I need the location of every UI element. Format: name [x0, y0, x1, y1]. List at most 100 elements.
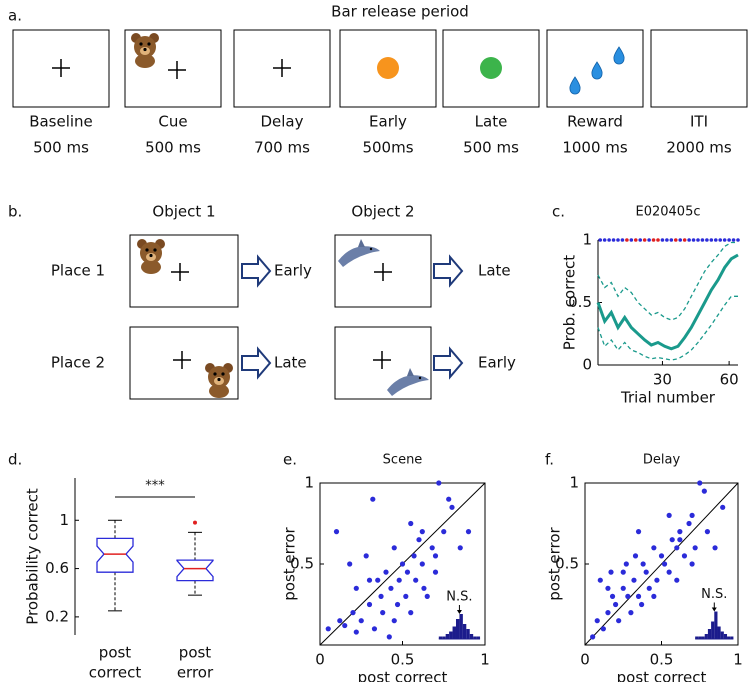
point: [380, 610, 386, 616]
stimulus-frame: [334, 326, 432, 400]
arrow: [241, 348, 271, 378]
trial-marker: [718, 238, 723, 242]
point: [353, 585, 359, 591]
point: [411, 553, 417, 559]
point: [609, 593, 616, 600]
point: [628, 610, 634, 616]
point: [432, 553, 439, 559]
point: [632, 553, 639, 559]
inset-bar: [723, 634, 728, 639]
point: [643, 569, 649, 575]
point: [408, 520, 414, 527]
x-axis-label: post correct: [617, 669, 707, 682]
inset-bar: [698, 636, 702, 639]
point: [363, 553, 369, 559]
point: [391, 618, 397, 624]
point: [388, 585, 394, 591]
y-tick-label: 0.5: [568, 293, 592, 311]
panel-label: f.: [545, 451, 554, 469]
panel-label: a.: [8, 7, 22, 25]
point: [404, 569, 411, 575]
inset-bar: [711, 621, 715, 639]
x-axis-label: post correct: [358, 669, 448, 682]
point: [419, 561, 425, 567]
trial-marker: [620, 238, 625, 242]
point: [620, 569, 626, 575]
inset-bar: [701, 636, 705, 639]
point: [366, 577, 373, 583]
frame-label: Early: [369, 113, 407, 131]
point: [394, 601, 401, 608]
inset-arrowhead: [456, 610, 462, 614]
trial-marker: [656, 238, 660, 242]
inset-bar: [476, 636, 481, 639]
inset-bar: [459, 614, 463, 639]
bear-icon: [131, 33, 159, 68]
point: [391, 545, 397, 551]
y-tick-label: 1: [569, 474, 579, 492]
frame-duration: 700 ms: [254, 139, 310, 157]
trial-marker: [611, 238, 616, 242]
point: [594, 618, 600, 624]
y-tick-label: 0: [582, 356, 592, 374]
trial-marker: [673, 238, 678, 242]
point: [712, 545, 718, 551]
confidence-line: [597, 241, 738, 321]
reward-drop: [613, 46, 625, 65]
x-tick-label: 0.5: [391, 651, 415, 669]
inset-bar: [462, 624, 467, 639]
frame-label: Reward: [567, 113, 623, 131]
point: [666, 569, 672, 575]
frame-label: Cue: [158, 113, 187, 131]
trial-marker: [607, 238, 611, 242]
panel-label: c.: [552, 203, 565, 221]
inset-bar: [727, 636, 731, 639]
x-tick-label: correct: [89, 664, 142, 682]
trial-marker: [669, 238, 674, 242]
point: [342, 622, 348, 629]
trial-marker: [682, 238, 687, 242]
stimulus-frame: [650, 29, 748, 108]
point: [620, 585, 626, 591]
point: [378, 593, 384, 600]
trial-marker: [678, 238, 683, 242]
inset-bar: [695, 636, 699, 639]
trial-marker: [727, 238, 731, 242]
point: [658, 553, 665, 559]
late-cue-dot: [480, 57, 502, 79]
point: [383, 569, 389, 575]
panel-label: b.: [8, 203, 22, 221]
y-tick-label: 1: [59, 511, 69, 529]
panel-label: e.: [283, 451, 297, 469]
point: [465, 529, 472, 535]
x-tick-label: post: [99, 644, 132, 662]
point: [674, 545, 680, 551]
point: [419, 529, 425, 535]
inset-bar: [455, 619, 460, 639]
inset-bar: [445, 634, 450, 639]
point: [432, 569, 439, 575]
box: [176, 559, 214, 582]
point: [613, 601, 619, 608]
trial-marker: [709, 238, 714, 242]
trial-marker: [665, 238, 669, 242]
frame-duration: 2000 ms: [666, 139, 732, 157]
point: [640, 561, 646, 567]
trial-marker: [660, 238, 665, 242]
stimulus-frame: [339, 29, 437, 108]
y-tick-label: 0.6: [45, 559, 69, 577]
panel-title: Bar release period: [331, 3, 469, 21]
x-tick-label: error: [177, 664, 214, 682]
point: [605, 610, 611, 616]
reward-drop: [569, 76, 581, 95]
inset-bar: [707, 629, 712, 639]
point: [701, 488, 707, 494]
chart-title: Delay: [643, 453, 681, 468]
inset-bar: [714, 611, 718, 639]
y-axis-label: Probability correct: [24, 488, 42, 625]
inset-bar: [730, 636, 734, 639]
significance-label: ***: [145, 479, 165, 494]
point: [408, 610, 414, 616]
trial-marker: [642, 238, 647, 242]
